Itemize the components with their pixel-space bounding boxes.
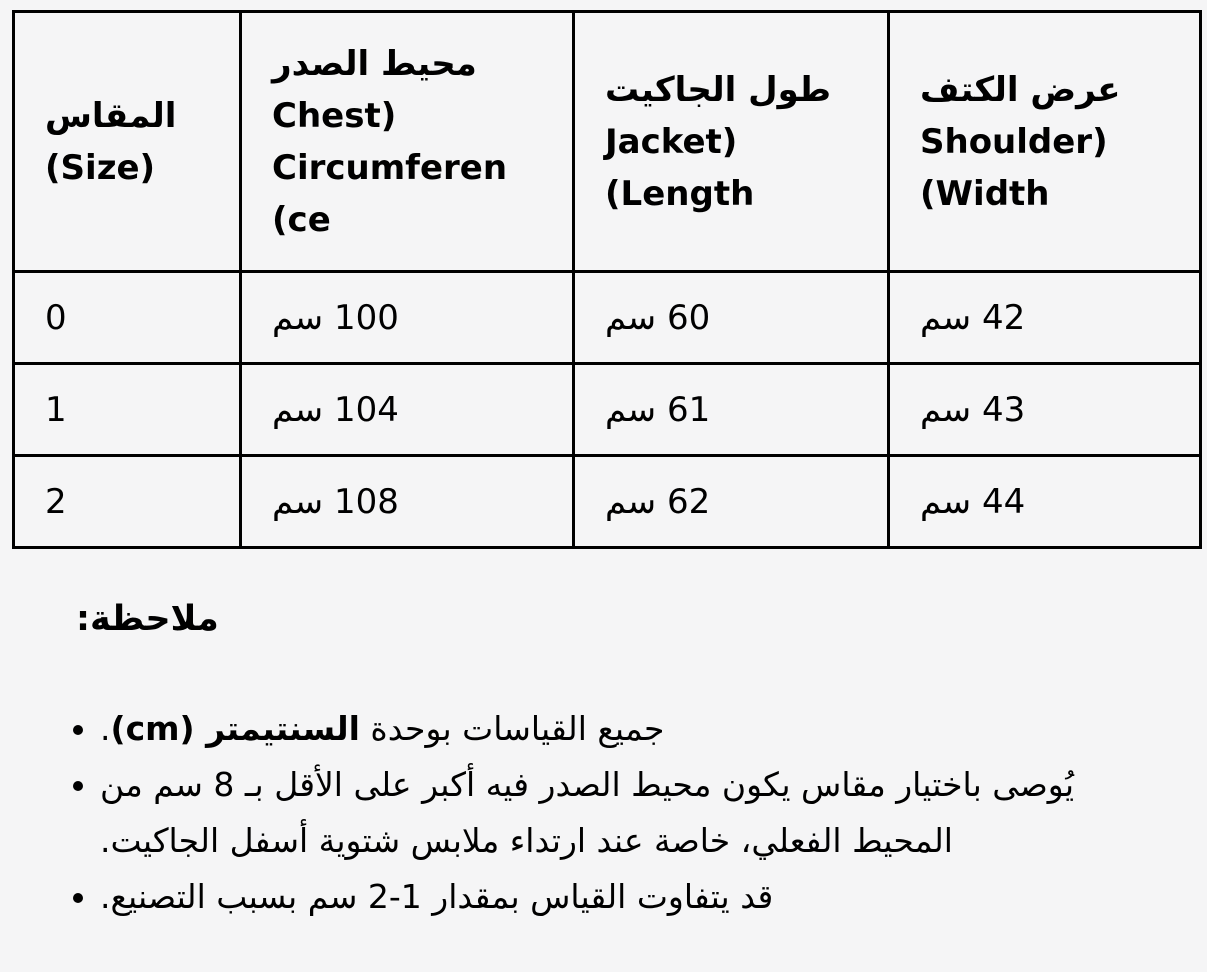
cell-size: 2 [12, 454, 242, 549]
cell-shoulder-width: 42 سم [887, 270, 1202, 365]
cell-size: 1 [12, 362, 242, 457]
cell-shoulder-width: 43 سم [887, 362, 1202, 457]
chest-value: 104 سم [272, 389, 399, 430]
header-size-line-en: (Size) [45, 147, 156, 188]
table-row: 0 100 سم 60 سم 42 سم [12, 270, 1202, 365]
note-text: جميع القياسات بوحدة السنتيمتر (cm). [100, 701, 1185, 757]
notes-section: ملاحظة: جميع القياسات بوحدة السنتيمتر (c… [12, 599, 1197, 925]
note-item-units: جميع القياسات بوحدة السنتيمتر (cm). [100, 701, 1185, 757]
chest-value: 100 سم [272, 297, 399, 338]
note-text: قد يتفاوت القياس بمقدار 1-2 سم بسبب التص… [100, 869, 1185, 925]
cell-chest: 100 سم [239, 270, 575, 365]
size-chart-table: المقاس (Size) محيط الصدر (Chest Circumfe… [12, 10, 1202, 549]
cell-chest: 108 سم [239, 454, 575, 549]
size-value: 0 [45, 297, 67, 338]
shoulder-width-value: 43 سم [920, 389, 1026, 430]
header-jacket-length-line-en2: Length) [605, 173, 755, 214]
note-text-bold: السنتيمتر (cm) [110, 709, 360, 748]
cell-chest: 104 سم [239, 362, 575, 457]
chest-value: 108 سم [272, 481, 399, 522]
cell-jacket-length: 61 سم [572, 362, 890, 457]
header-chest: محيط الصدر (Chest Circumferen ce) [239, 10, 575, 273]
shoulder-width-value: 44 سم [920, 481, 1026, 522]
note-text-pre: جميع القياسات بوحدة [359, 709, 665, 748]
jacket-length-value: 61 سم [605, 389, 711, 430]
size-value: 2 [45, 481, 67, 522]
notes-list: جميع القياسات بوحدة السنتيمتر (cm). يُوص… [12, 701, 1197, 925]
header-chest-line-en1: (Chest [272, 95, 397, 136]
header-size: المقاس (Size) [12, 10, 242, 273]
table-row: 1 104 سم 61 سم 43 سم [12, 362, 1202, 457]
size-value: 1 [45, 389, 67, 430]
cell-jacket-length: 60 سم [572, 270, 890, 365]
note-text: يُوصى باختيار مقاس يكون محيط الصدر فيه أ… [100, 757, 1185, 869]
cell-size: 0 [12, 270, 242, 365]
jacket-length-value: 62 سم [605, 481, 711, 522]
cell-jacket-length: 62 سم [572, 454, 890, 549]
header-jacket-length-line-en1: (Jacket [605, 121, 738, 162]
header-jacket-length-line-ar: طول الجاكيت [605, 69, 832, 110]
header-size-line-ar: المقاس [45, 95, 177, 136]
header-shoulder-width-line-en1: (Shoulder [920, 121, 1108, 162]
header-chest-line-ar: محيط الصدر [272, 43, 477, 84]
note-text-pre: قد يتفاوت القياس بمقدار 1-2 سم بسبب التص… [100, 877, 774, 916]
header-shoulder-width: عرض الكتف (Shoulder Width) [887, 10, 1202, 273]
note-item-fit-recommendation: يُوصى باختيار مقاس يكون محيط الصدر فيه أ… [100, 757, 1185, 869]
cell-shoulder-width: 44 سم [887, 454, 1202, 549]
notes-heading: ملاحظة: [76, 599, 219, 639]
header-chest-line-en3: ce) [272, 199, 331, 240]
header-jacket-length: طول الجاكيت (Jacket Length) [572, 10, 890, 273]
note-text-pre: يُوصى باختيار مقاس يكون محيط الصدر فيه أ… [100, 765, 1075, 860]
header-chest-line-en2: Circumferen [272, 147, 508, 188]
table-row: 2 108 سم 62 سم 44 سم [12, 454, 1202, 549]
note-item-tolerance: قد يتفاوت القياس بمقدار 1-2 سم بسبب التص… [100, 869, 1185, 925]
shoulder-width-value: 42 سم [920, 297, 1026, 338]
jacket-length-value: 60 سم [605, 297, 711, 338]
header-shoulder-width-line-en2: Width) [920, 173, 1050, 214]
header-row: المقاس (Size) محيط الصدر (Chest Circumfe… [12, 10, 1202, 273]
size-chart-page: المقاس (Size) محيط الصدر (Chest Circumfe… [0, 0, 1207, 925]
note-text-post: . [100, 709, 111, 748]
header-shoulder-width-line-ar: عرض الكتف [920, 69, 1121, 110]
